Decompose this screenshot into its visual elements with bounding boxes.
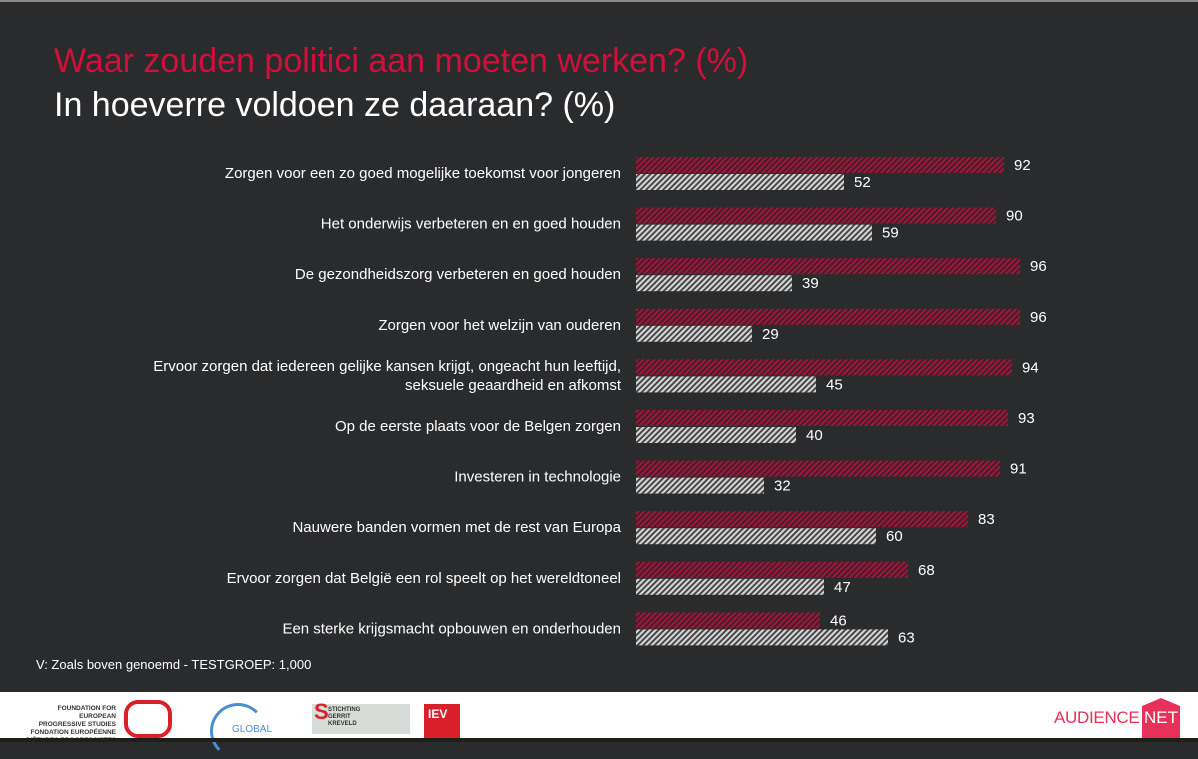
category-label: Het onderwijs verbeteren en en goed houd… xyxy=(321,216,621,233)
data-label: 96 xyxy=(1030,258,1047,275)
gerrit-kreveld-logo: STICHTING GERRIT KREVELD xyxy=(312,704,410,734)
data-label: 59 xyxy=(882,225,899,242)
data-label: 96 xyxy=(1030,309,1047,326)
footnote: V: Zoals boven genoemd - TESTGROEP: 1,00… xyxy=(36,657,312,672)
category-label: De gezondheidszorg verbeteren en goed ho… xyxy=(295,266,621,283)
feps-line: FONDATION EUROPÉENNE xyxy=(30,729,116,736)
category-label: Ervoor zorgen dat iedereen gelijke kanse… xyxy=(153,358,621,375)
feps-line: PROGRESSIVE STUDIES xyxy=(38,721,116,728)
category-label: Zorgen voor een zo goed mogelijke toekom… xyxy=(225,165,621,182)
bar-performance xyxy=(636,325,752,342)
data-label: 46 xyxy=(830,612,847,629)
data-label: 93 xyxy=(1018,410,1035,427)
bar-performance xyxy=(636,477,764,494)
feps-line: FOUNDATION FOR EUROPEAN xyxy=(57,705,116,720)
bar-performance xyxy=(636,629,888,646)
audiencenet-logo-net: NET xyxy=(1144,708,1178,727)
global-logo-icon xyxy=(210,703,266,759)
data-label: 40 xyxy=(806,427,823,444)
data-label: 91 xyxy=(1010,461,1027,478)
audiencenet-logo-badge xyxy=(1142,698,1180,738)
footer-logos xyxy=(0,692,1198,738)
chart-subtitle: In hoeverre voldoen ze daaraan? (%) xyxy=(54,86,616,124)
bar-importance xyxy=(636,157,1004,173)
data-label: 39 xyxy=(802,275,819,292)
data-label: 68 xyxy=(918,562,935,579)
bar-importance xyxy=(636,561,908,578)
gerrit-line: GERRIT xyxy=(328,714,351,720)
bar-importance xyxy=(636,258,1020,275)
data-label: 32 xyxy=(774,478,791,495)
bottom-bar xyxy=(0,738,1198,742)
top-border xyxy=(0,0,1198,2)
chart-title: Waar zouden politici aan moeten werken? … xyxy=(54,42,749,80)
category-label: Een sterke krijgsmacht opbouwen en onder… xyxy=(282,620,621,637)
data-label: 83 xyxy=(978,511,995,528)
category-label: Investeren in technologie xyxy=(454,469,621,486)
global-logo: GLOBAL xyxy=(232,724,273,735)
bar-importance xyxy=(636,410,1008,426)
data-label: 45 xyxy=(826,376,843,393)
data-label: 92 xyxy=(1014,157,1031,174)
data-label: 60 xyxy=(886,528,903,545)
bar-importance xyxy=(636,207,996,224)
bar-performance xyxy=(636,427,796,443)
bar-performance xyxy=(636,578,824,595)
category-label: Op de eerste plaats voor de Belgen zorge… xyxy=(335,418,621,435)
data-label: 47 xyxy=(834,579,851,596)
data-label: 63 xyxy=(898,629,915,646)
data-label: 52 xyxy=(854,174,871,191)
gerrit-line: STICHTING xyxy=(328,707,361,713)
data-label: 29 xyxy=(762,326,779,343)
data-label: 90 xyxy=(1006,208,1023,225)
data-label: 94 xyxy=(1022,359,1039,376)
gerrit-line: KREVELD xyxy=(328,721,357,727)
bar-performance xyxy=(636,528,876,545)
feps-logo-icon xyxy=(124,700,172,738)
bar-importance xyxy=(636,612,820,629)
audiencenet-logo: AUDIENCE xyxy=(1054,708,1140,727)
category-label: Zorgen voor het welzijn van ouderen xyxy=(378,317,621,334)
bar-importance xyxy=(636,359,1012,376)
bar-chart: Zorgen voor een zo goed mogelijke toekom… xyxy=(153,157,1047,646)
bar-importance xyxy=(636,460,1000,477)
bar-performance xyxy=(636,224,872,241)
bar-importance xyxy=(636,308,1020,325)
bar-performance xyxy=(636,376,816,393)
bar-importance xyxy=(636,511,968,528)
bar-performance xyxy=(636,275,792,292)
category-label: Ervoor zorgen dat België een rol speelt … xyxy=(227,570,621,587)
bar-performance xyxy=(636,174,844,190)
category-label: seksuele geaardheid en afkomst xyxy=(405,377,622,394)
iev-logo: IEV xyxy=(424,704,460,738)
category-label: Nauwere banden vormen met de rest van Eu… xyxy=(292,519,621,536)
